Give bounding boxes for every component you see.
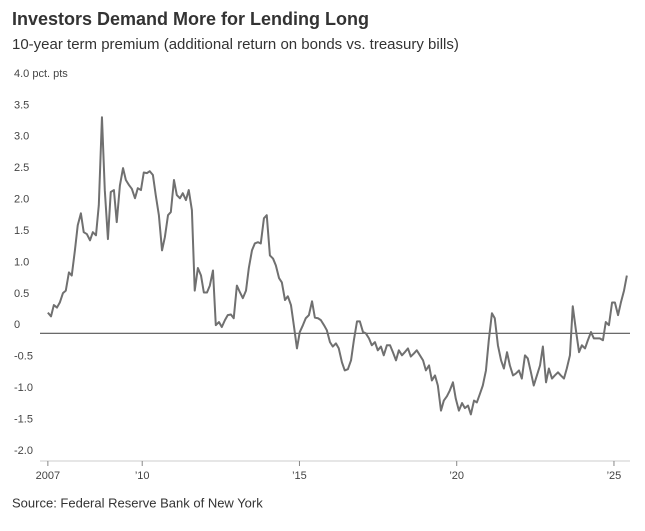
chart-title: Investors Demand More for Lending Long xyxy=(12,9,369,29)
data-line xyxy=(47,116,628,416)
y-tick-label: 2.5 xyxy=(14,162,29,174)
x-tick-label: ’10 xyxy=(135,470,150,482)
y-tick-label: -1.0 xyxy=(14,382,33,394)
y-tick-label: 4.0 pct. pts xyxy=(14,68,68,80)
x-tick-label: ’25 xyxy=(607,470,622,482)
x-tick-label: 2007 xyxy=(36,470,60,482)
x-tick-label: ’15 xyxy=(292,470,307,482)
source-note: Source: Federal Reserve Bank of New York xyxy=(12,495,263,510)
y-tick-label: 2.0 xyxy=(14,194,29,206)
y-tick-label: 1.0 xyxy=(14,256,29,268)
y-tick-label: -1.5 xyxy=(14,413,33,425)
y-tick-label: 0 xyxy=(14,319,20,331)
y-tick-label: 3.5 xyxy=(14,99,29,111)
y-tick-label: 0.5 xyxy=(14,288,29,300)
y-tick-label: 1.5 xyxy=(14,225,29,237)
chart-subtitle: 10-year term premium (additional return … xyxy=(12,36,459,53)
x-tick-label: ’20 xyxy=(449,470,464,482)
y-tick-label: 3.0 xyxy=(14,131,29,143)
y-tick-label: -0.5 xyxy=(14,351,33,363)
y-tick-label: -2.0 xyxy=(14,445,33,457)
